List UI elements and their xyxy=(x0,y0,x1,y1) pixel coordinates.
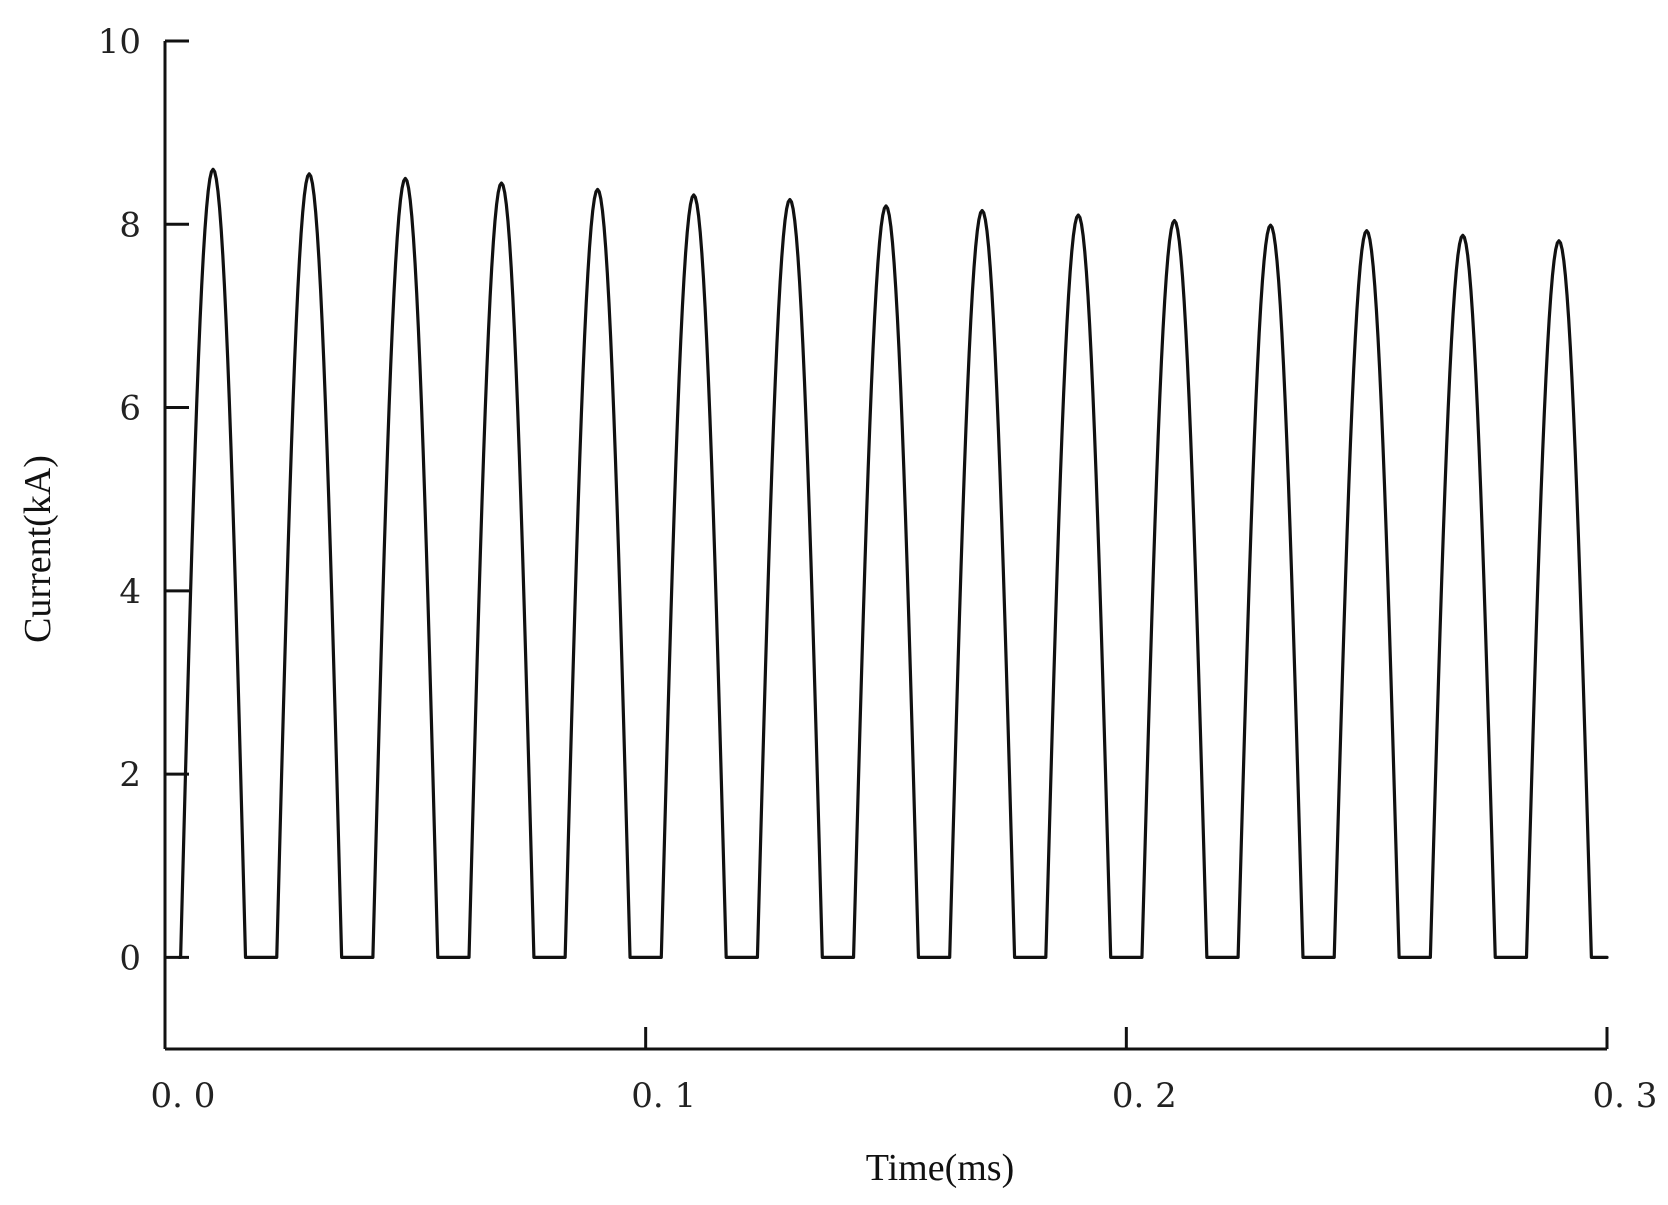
y-tick-label: 2 xyxy=(119,755,141,795)
y-tick-label: 6 xyxy=(119,389,141,429)
series-group xyxy=(177,167,1609,959)
y-tick-label: 10 xyxy=(98,22,141,62)
y-tick-label: 0 xyxy=(119,938,141,978)
x-tick-label: 0. 0 xyxy=(151,1076,216,1116)
x-tick-label: 0. 3 xyxy=(1593,1076,1658,1116)
x-tick-label: 0. 1 xyxy=(631,1076,696,1116)
y-tick-label: 8 xyxy=(119,205,141,245)
current-series-line xyxy=(177,167,1609,959)
x-axis-title: Time(ms) xyxy=(866,1147,1015,1189)
axes xyxy=(163,41,1607,1051)
y-tick-label: 4 xyxy=(119,572,141,612)
ticks: 0 2 4 6 8 10 0. 0 0. 1 0. 2 0. 3 xyxy=(98,22,1658,1116)
y-axis-title: Current(kA) xyxy=(17,455,59,643)
x-tick-label: 0. 2 xyxy=(1112,1076,1177,1116)
